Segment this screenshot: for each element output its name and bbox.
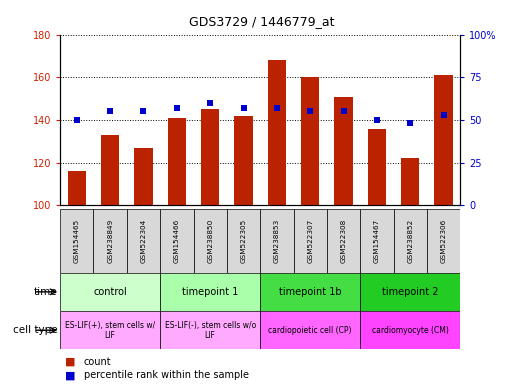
Text: cardiomyocyte (CM): cardiomyocyte (CM) xyxy=(372,326,449,335)
Text: GSM238853: GSM238853 xyxy=(274,219,280,263)
Bar xyxy=(401,159,419,205)
Bar xyxy=(94,209,127,273)
Text: timepoint 1b: timepoint 1b xyxy=(279,287,342,297)
Bar xyxy=(260,273,360,311)
Bar xyxy=(227,209,260,273)
Bar xyxy=(293,209,327,273)
Bar xyxy=(427,209,460,273)
Point xyxy=(306,108,314,114)
Bar xyxy=(234,116,253,205)
Bar xyxy=(101,135,119,205)
Bar xyxy=(435,75,453,205)
Bar xyxy=(327,209,360,273)
Bar xyxy=(334,96,353,205)
Text: timepoint 2: timepoint 2 xyxy=(382,287,438,297)
Bar xyxy=(168,118,186,205)
Bar xyxy=(160,311,260,349)
Text: ■: ■ xyxy=(65,370,76,381)
Text: GSM154465: GSM154465 xyxy=(74,219,80,263)
Bar xyxy=(268,60,286,205)
Text: time: time xyxy=(34,287,58,297)
Text: GSM238850: GSM238850 xyxy=(207,219,213,263)
Bar xyxy=(301,77,320,205)
Bar xyxy=(260,209,293,273)
Bar xyxy=(360,273,460,311)
Bar xyxy=(160,209,194,273)
Point xyxy=(406,120,414,126)
Text: GDS3729 / 1446779_at: GDS3729 / 1446779_at xyxy=(189,15,334,28)
Text: cell type: cell type xyxy=(13,325,58,335)
Bar xyxy=(194,209,227,273)
Text: GSM238849: GSM238849 xyxy=(107,219,113,263)
Bar xyxy=(127,209,160,273)
Point xyxy=(339,108,348,114)
Text: GSM522304: GSM522304 xyxy=(141,219,146,263)
Point xyxy=(106,108,115,114)
Text: GSM522306: GSM522306 xyxy=(440,219,447,263)
Bar xyxy=(260,311,360,349)
Point xyxy=(73,117,81,123)
Point xyxy=(272,105,281,111)
Text: control: control xyxy=(93,287,127,297)
Text: GSM522308: GSM522308 xyxy=(340,219,347,263)
Text: ES-LIF(-), stem cells w/o
LIF: ES-LIF(-), stem cells w/o LIF xyxy=(165,321,256,340)
Bar xyxy=(134,148,153,205)
Bar xyxy=(160,273,260,311)
Bar xyxy=(394,209,427,273)
Text: GSM522305: GSM522305 xyxy=(241,219,246,263)
Point xyxy=(373,117,381,123)
Bar xyxy=(360,311,460,349)
Bar xyxy=(60,311,160,349)
Bar xyxy=(67,171,86,205)
Bar xyxy=(60,273,160,311)
Point xyxy=(439,112,448,118)
Text: cardiopoietic cell (CP): cardiopoietic cell (CP) xyxy=(268,326,352,335)
Point xyxy=(173,105,181,111)
Text: count: count xyxy=(84,356,111,367)
Point xyxy=(139,108,147,114)
Point xyxy=(206,100,214,106)
Bar xyxy=(360,209,393,273)
Bar xyxy=(60,209,94,273)
Text: GSM154467: GSM154467 xyxy=(374,219,380,263)
Text: ■: ■ xyxy=(65,356,76,367)
Point xyxy=(240,105,248,111)
Text: ES-LIF(+), stem cells w/
LIF: ES-LIF(+), stem cells w/ LIF xyxy=(65,321,155,340)
Text: percentile rank within the sample: percentile rank within the sample xyxy=(84,370,248,381)
Bar xyxy=(368,129,386,205)
Text: timepoint 1: timepoint 1 xyxy=(182,287,238,297)
Bar xyxy=(201,109,219,205)
Text: GSM154466: GSM154466 xyxy=(174,219,180,263)
Text: GSM522307: GSM522307 xyxy=(307,219,313,263)
Text: GSM238852: GSM238852 xyxy=(407,219,413,263)
